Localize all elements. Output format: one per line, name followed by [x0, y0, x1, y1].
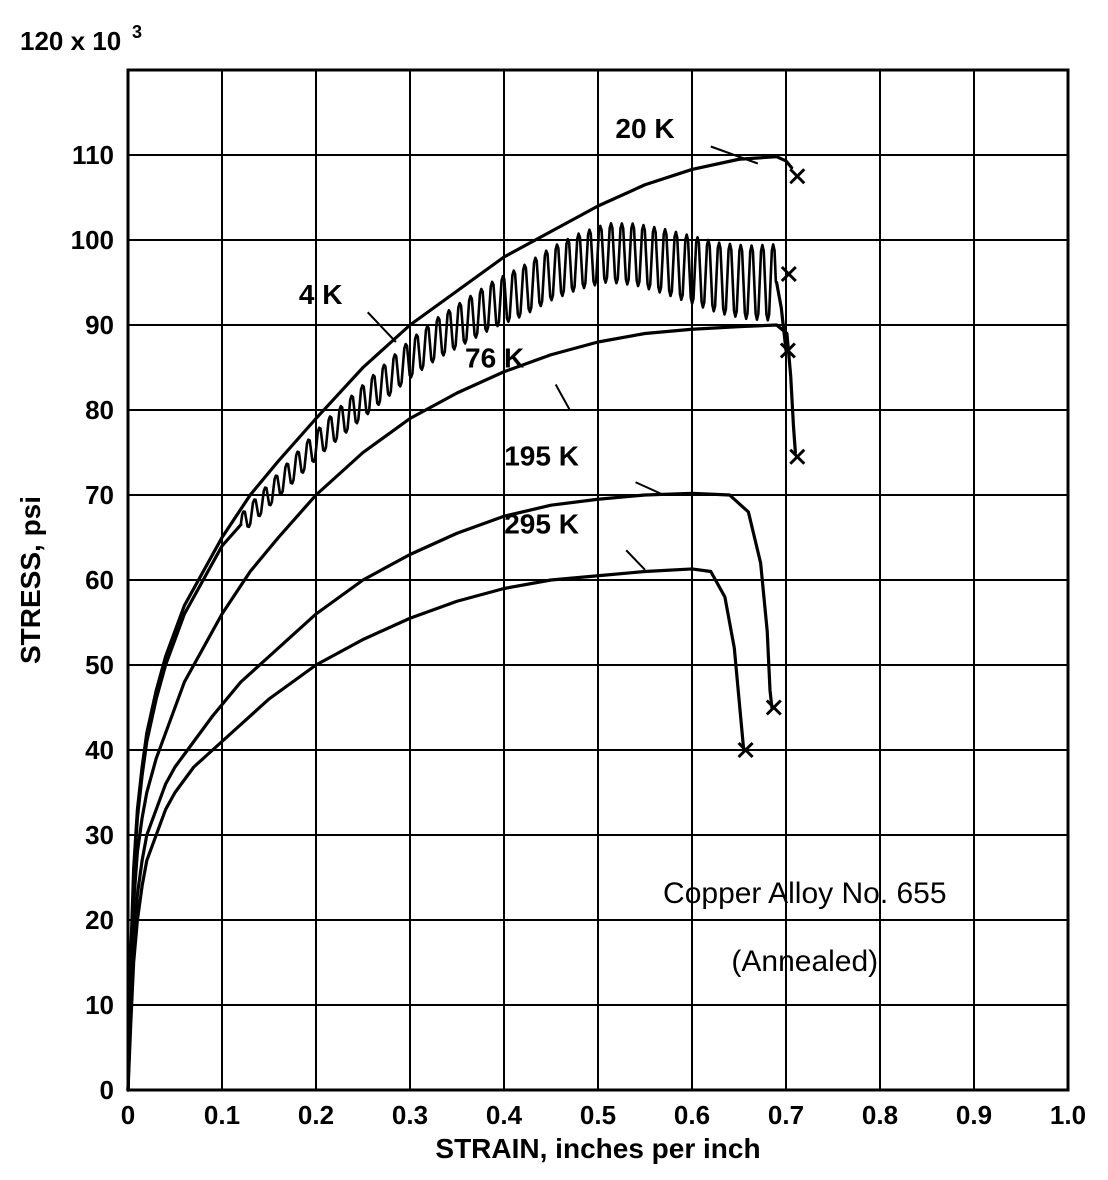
x-axis-label: STRAIN, inches per inch — [435, 1133, 760, 1164]
y-tick-label: 50 — [85, 650, 114, 680]
x-tick-label: 0.5 — [580, 1100, 616, 1130]
svg-text:120 x 10: 120 x 10 — [20, 26, 121, 56]
label-4k: 4 K — [299, 279, 343, 310]
svg-text:3: 3 — [132, 22, 142, 42]
y-tick-label: 60 — [85, 565, 114, 595]
stress-strain-chart: 0 0.1 0.2 0.3 0.4 0.5 0.6 0.7 0.8 0.9 1.0 0 10 20 30 40… — [0, 0, 1108, 1180]
y-tick-label: 80 — [85, 395, 114, 425]
x-tick-label: 0.2 — [298, 1100, 334, 1130]
y-tick-label: 110 — [72, 140, 114, 170]
label-76k: 76 K — [465, 343, 524, 374]
x-tick-label: 0 — [121, 1100, 135, 1130]
x-tick-label: 0.3 — [392, 1100, 428, 1130]
x-tick-label: 0.7 — [768, 1100, 804, 1130]
x-tick-label: 0.8 — [862, 1100, 898, 1130]
y-tick-label: 70 — [85, 480, 114, 510]
chart-title-line2: (Annealed) — [731, 945, 878, 978]
y-tick-label: 0 — [100, 1075, 114, 1105]
x-tick-label: 0.4 — [486, 1100, 523, 1130]
y-tick-label: 100 — [71, 225, 114, 255]
x-tick-label: 0.6 — [674, 1100, 710, 1130]
x-tick-label: 0.9 — [956, 1100, 992, 1130]
y-tick-label: 30 — [85, 820, 114, 850]
y-tick-label: 20 — [85, 905, 114, 935]
chart-background — [0, 0, 1108, 1180]
chart-title-line1: Copper Alloy No. 655 — [663, 877, 947, 910]
y-tick-label: 90 — [85, 310, 114, 340]
y-tick-label: 40 — [85, 735, 114, 765]
x-tick-label: 0.1 — [204, 1100, 240, 1130]
x-tick-label: 1.0 — [1050, 1100, 1086, 1130]
y-tick-label: 10 — [85, 990, 114, 1020]
label-195k: 195 K — [504, 440, 579, 471]
y-axis-label: STRESS, psi — [15, 496, 46, 664]
label-20k: 20 K — [615, 113, 674, 144]
